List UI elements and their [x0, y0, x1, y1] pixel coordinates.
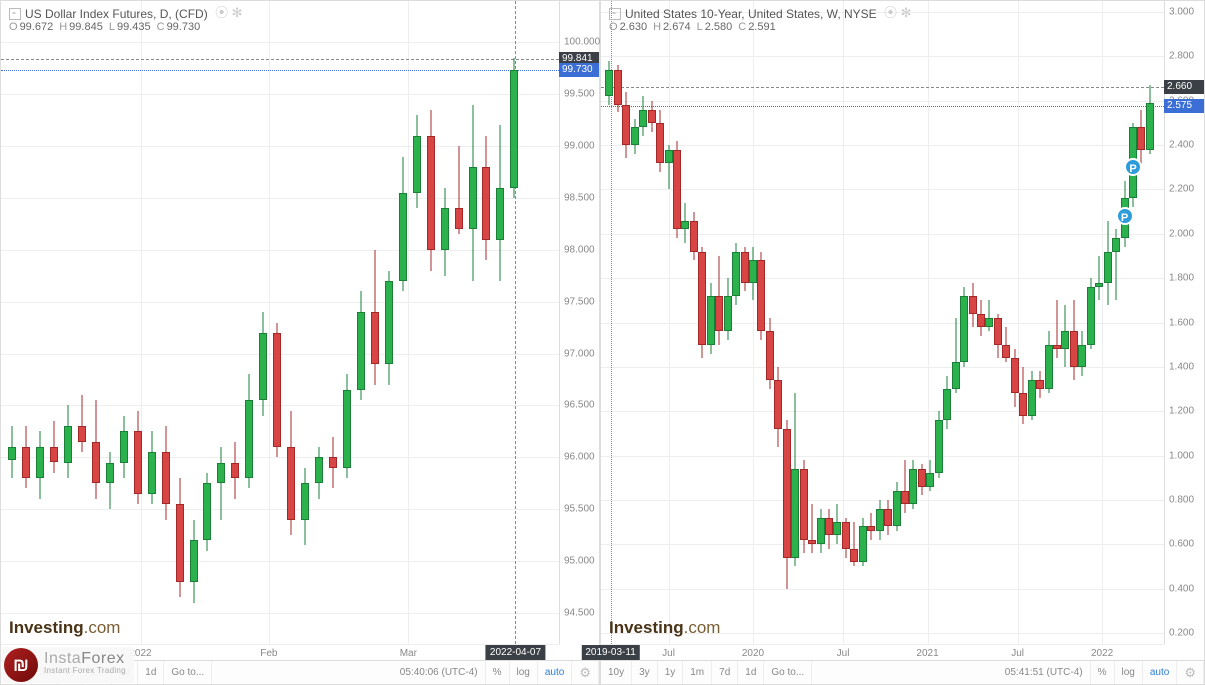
range-1d[interactable]: 1d [138, 661, 164, 684]
p-marker[interactable]: P [1116, 207, 1134, 225]
chart-panel-left: US Dollar Index Futures, D, (CFD) ⦿ ✻O99… [0, 0, 600, 685]
y-tick: 95.500 [560, 504, 599, 515]
instaforex-watermark: ₪ InstaForex Instant Forex Trading [2, 647, 134, 683]
auto-button[interactable]: auto [538, 661, 572, 684]
y-tick: 0.200 [1165, 627, 1204, 638]
range-1y[interactable]: 1y [658, 661, 684, 684]
y-tick: 100.000 [560, 37, 599, 48]
y-tick: 3.000 [1165, 7, 1204, 18]
watermark-line2: Instant Forex Trading [44, 665, 126, 677]
y-tick: 98.500 [560, 193, 599, 204]
y-tick: 97.500 [560, 296, 599, 307]
y-tick: 2.800 [1165, 51, 1204, 62]
x-tick: Jul [837, 648, 850, 659]
clock: 05:40:06 (UTC-4) [393, 661, 486, 684]
x-tick: Jul [1011, 648, 1024, 659]
toggle-log[interactable]: log [510, 661, 538, 684]
x-tick: Feb [260, 648, 277, 659]
watermark-line1: InstaForex [44, 653, 126, 665]
range-1d[interactable]: 1d [738, 661, 764, 684]
cursor-date: 2019-03-11 [581, 645, 639, 660]
price-ref-dark: 2.660 [1164, 80, 1204, 94]
y-tick: 2.200 [1165, 184, 1204, 195]
y-tick: 97.000 [560, 348, 599, 359]
y-tick: 99.000 [560, 141, 599, 152]
y-tick: 96.000 [560, 452, 599, 463]
y-tick: 1.200 [1165, 406, 1204, 417]
plot-area[interactable] [1, 1, 559, 644]
price-ref-blue: 99.730 [559, 63, 599, 77]
date-axis[interactable]: Jul 2020 Jul 2021 Jul 2022 [601, 644, 1164, 660]
y-tick: 0.800 [1165, 494, 1204, 505]
ohlc-readout: O2.630H2.674L2.580C2.591 [609, 21, 782, 33]
toggle-%[interactable]: % [1091, 661, 1115, 684]
collapse-icon[interactable] [9, 8, 21, 20]
x-tick: 2022 [1091, 648, 1113, 659]
y-tick: 0.600 [1165, 539, 1204, 550]
y-tick: 2.400 [1165, 140, 1204, 151]
gear-icon[interactable]: ⚙ [1177, 661, 1204, 684]
x-tick: Jul [662, 648, 675, 659]
y-tick: 1.400 [1165, 361, 1204, 372]
toggle-%[interactable]: % [486, 661, 510, 684]
goto-button[interactable]: Go to... [764, 661, 812, 684]
range-7d[interactable]: 7d [712, 661, 738, 684]
toggle-log[interactable]: log [1115, 661, 1143, 684]
y-axis[interactable]: 94.500 95.000 95.500 96.000 96.500 97.000 97.5… [559, 1, 599, 644]
cursor-date: 2022-04-07 [486, 645, 545, 660]
bottom-toolbar: 10y3y1y1m7d1dGo to... 05:41:51 (UTC-4)%lo… [601, 660, 1204, 684]
investing-logo: Investing.com [609, 618, 720, 638]
y-tick: 95.000 [560, 556, 599, 567]
y-tick: 98.000 [560, 244, 599, 255]
y-tick: 0.400 [1165, 583, 1204, 594]
chart-settings-icon[interactable]: ⦿ ✻ [884, 5, 912, 20]
auto-button[interactable]: auto [1143, 661, 1177, 684]
instaforex-logo-icon: ₪ [4, 648, 38, 682]
y-tick: 94.500 [560, 607, 599, 618]
y-tick: 99.500 [560, 89, 599, 100]
range-1m[interactable]: 1m [683, 661, 712, 684]
chart-title: United States 10-Year, United States, W,… [609, 5, 1154, 22]
y-tick: 2.000 [1165, 228, 1204, 239]
plot-area[interactable]: PP [601, 1, 1164, 644]
y-tick: 96.500 [560, 400, 599, 411]
investing-logo: Investing.com [9, 618, 120, 638]
clock: 05:41:51 (UTC-4) [998, 661, 1091, 684]
range-3y[interactable]: 3y [632, 661, 658, 684]
ohlc-readout: O99.672H99.845L99.435C99.730 [9, 21, 206, 33]
goto-button[interactable]: Go to... [164, 661, 212, 684]
x-tick: 2020 [742, 648, 764, 659]
x-tick: 2021 [916, 648, 938, 659]
chart-title: US Dollar Index Futures, D, (CFD) ⦿ ✻ [9, 5, 549, 22]
chart-settings-icon[interactable]: ⦿ ✻ [215, 5, 243, 20]
y-tick: 1.000 [1165, 450, 1204, 461]
p-marker[interactable]: P [1124, 158, 1142, 176]
x-tick: Mar [400, 648, 417, 659]
collapse-icon[interactable] [609, 8, 621, 20]
y-tick: 1.800 [1165, 273, 1204, 284]
y-axis[interactable]: 0.200 0.400 0.600 0.800 1.000 1.200 1.400 1.600… [1164, 1, 1204, 644]
range-10y[interactable]: 10y [601, 661, 632, 684]
chart-panel-right: United States 10-Year, United States, W,… [600, 0, 1205, 685]
y-tick: 1.600 [1165, 317, 1204, 328]
gear-icon[interactable]: ⚙ [572, 661, 599, 684]
price-ref-blue: 2.575 [1164, 99, 1204, 113]
